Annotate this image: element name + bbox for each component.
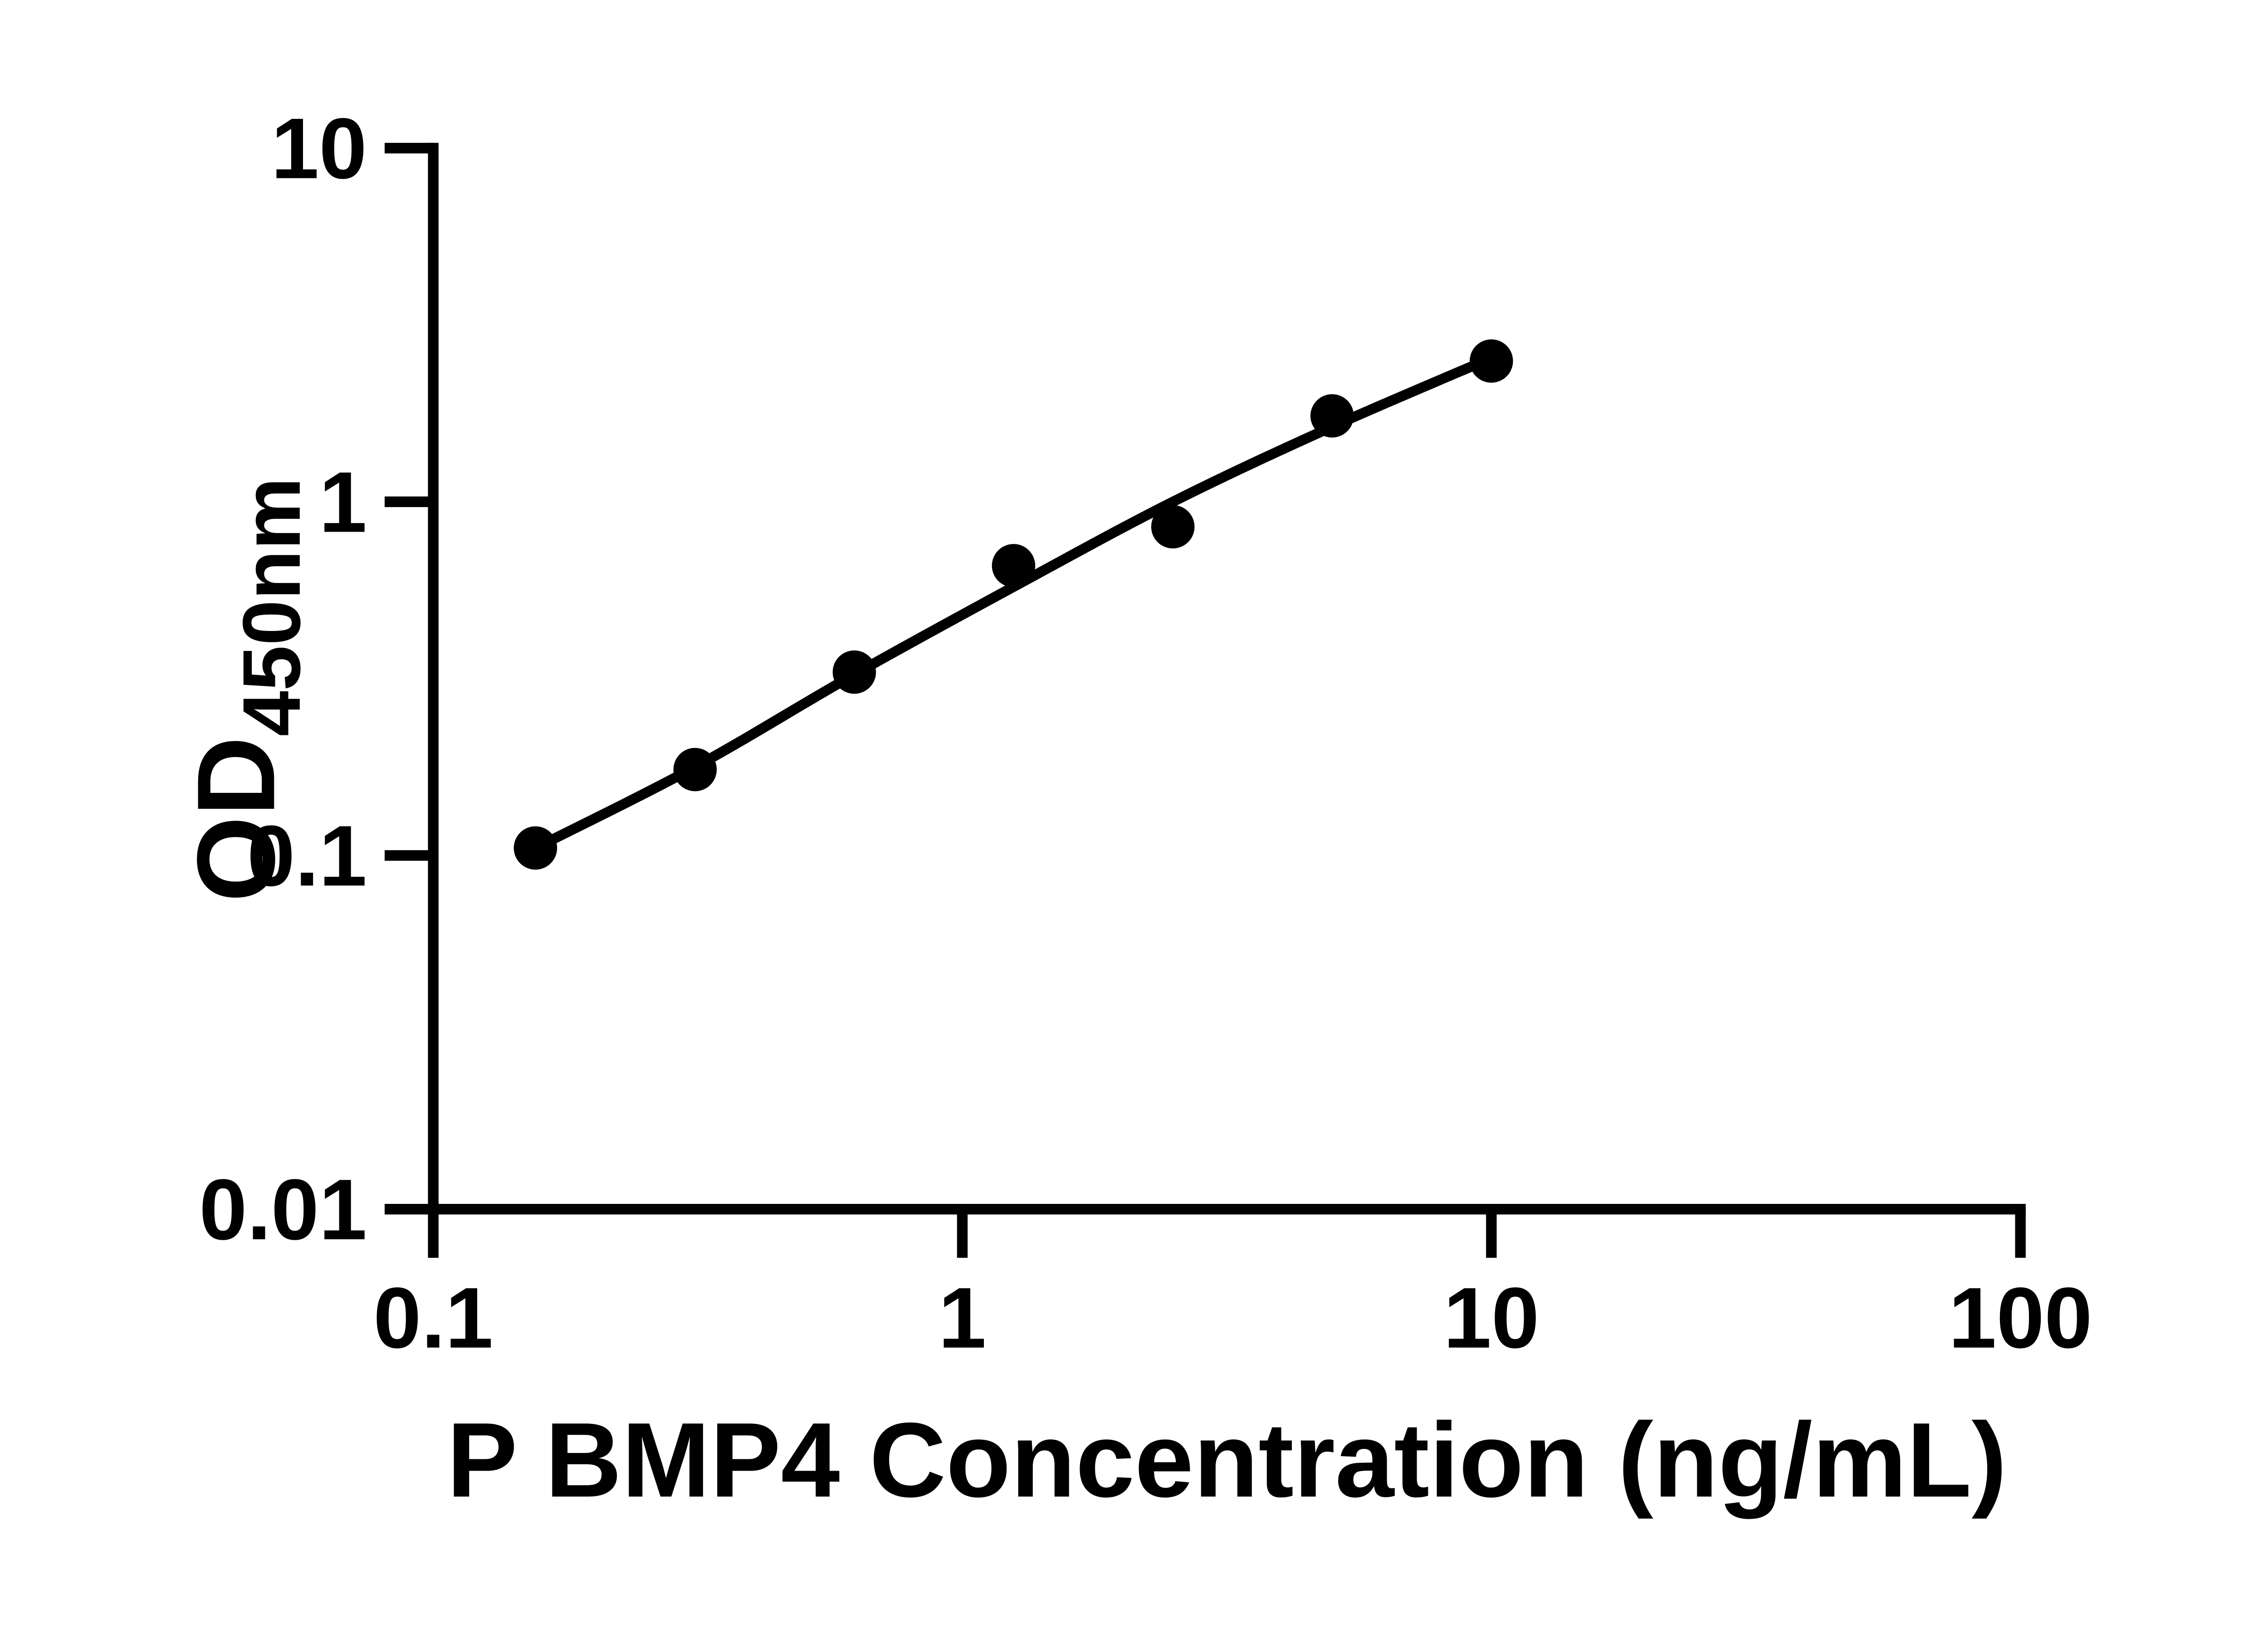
data-point-marker	[673, 748, 717, 792]
data-point-marker	[1151, 505, 1195, 549]
y-axis-title-subscript: 450nm	[226, 477, 318, 736]
x-tick-label: 1	[938, 1270, 987, 1366]
data-point-marker	[1310, 394, 1354, 438]
y-axis-title-main: OD	[174, 736, 298, 902]
y-tick-label: 10	[271, 101, 367, 197]
y-axis-title: OD450nm	[174, 477, 318, 902]
data-point-marker	[992, 544, 1036, 587]
x-tick-label: 0.1	[373, 1270, 493, 1366]
x-tick-label: 10	[1443, 1270, 1539, 1366]
data-point-marker	[832, 650, 876, 694]
y-tick-label: 0.01	[199, 1162, 367, 1258]
data-point-marker	[1470, 339, 1513, 383]
y-tick-label: 0.1	[247, 808, 367, 904]
data-points-layer	[513, 339, 1513, 870]
data-point-marker	[513, 826, 557, 870]
x-axis-title: P BMP4 Concentration (ng/mL)	[447, 1400, 2007, 1519]
elisa-standard-curve-figure: 0.01 0.1 1 10 0.1 1 10 100 P BMP4 Concentration…	[174, 100, 2092, 1520]
x-tick-label: 100	[1949, 1270, 2092, 1366]
y-tick-label: 1	[319, 455, 367, 551]
